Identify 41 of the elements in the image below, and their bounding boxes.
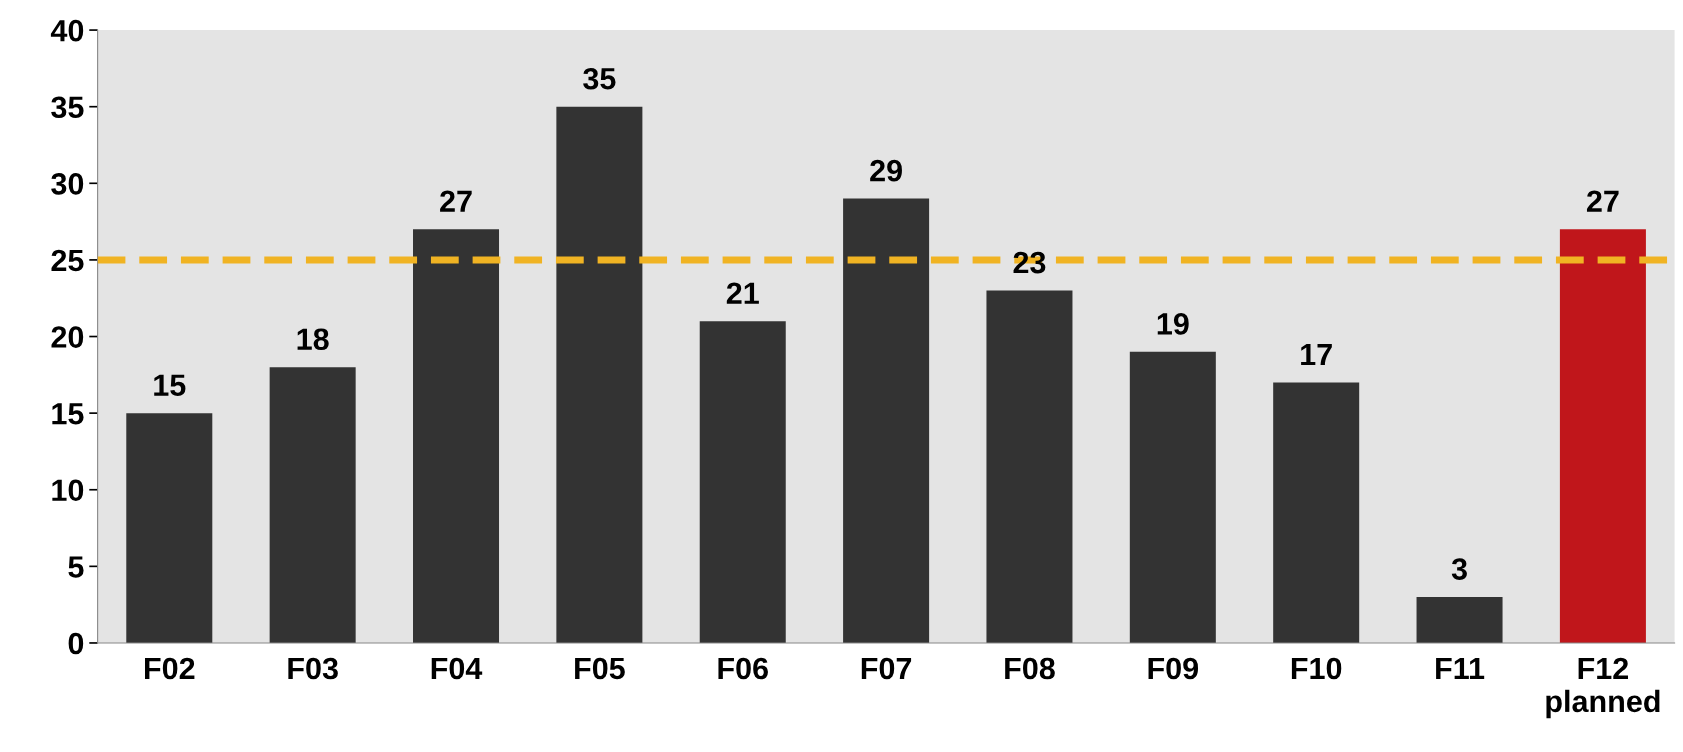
data-label: 27: [440, 190, 472, 212]
x-tick-label: F09: [1148, 657, 1199, 680]
x-tick-label: F10: [1291, 657, 1342, 680]
data-label: 15: [154, 374, 186, 396]
data-label: 35: [583, 67, 616, 90]
y-tick-label: 35: [51, 96, 84, 119]
y-tick-label: 10: [52, 479, 84, 502]
data-label: 27: [1586, 190, 1619, 212]
data-label: 17: [1301, 344, 1332, 366]
y-tick-label: 20: [51, 326, 84, 348]
y-tick-label: 25: [51, 249, 84, 272]
bar: [1416, 596, 1503, 643]
data-label: 29: [870, 159, 902, 182]
bar: [413, 229, 500, 643]
y-tick-label: 30: [51, 173, 84, 195]
bar: [556, 106, 643, 643]
y-tick-label: 40: [50, 19, 84, 42]
data-label: 18: [297, 328, 329, 351]
bar: [986, 290, 1073, 643]
data-label: 3: [1451, 558, 1467, 580]
bar: [843, 198, 930, 643]
y-tick-label: 15: [52, 403, 84, 425]
x-tick-label: F08: [1005, 657, 1055, 680]
x-tick-label: F03: [288, 657, 338, 680]
x-tick-label: F04: [431, 657, 483, 680]
data-label: 21: [726, 282, 759, 304]
x-tick-label: F02: [145, 657, 195, 680]
bar: [1273, 382, 1360, 643]
bar: [1559, 229, 1646, 643]
bar: [699, 321, 786, 643]
y-tick-label: 5: [68, 556, 84, 578]
x-tick-label: F07: [861, 657, 912, 680]
x-tick-label: F11: [1436, 657, 1485, 679]
x-tick-label: F06: [718, 657, 768, 680]
y-tick-label: 0: [68, 632, 84, 655]
x-tick-label: F12 planned: [1546, 657, 1660, 719]
bar: [126, 413, 213, 643]
bar: [269, 367, 356, 643]
data-label: 19: [1157, 313, 1189, 335]
x-tick-label: F05: [575, 657, 625, 680]
bar: [1129, 351, 1216, 643]
